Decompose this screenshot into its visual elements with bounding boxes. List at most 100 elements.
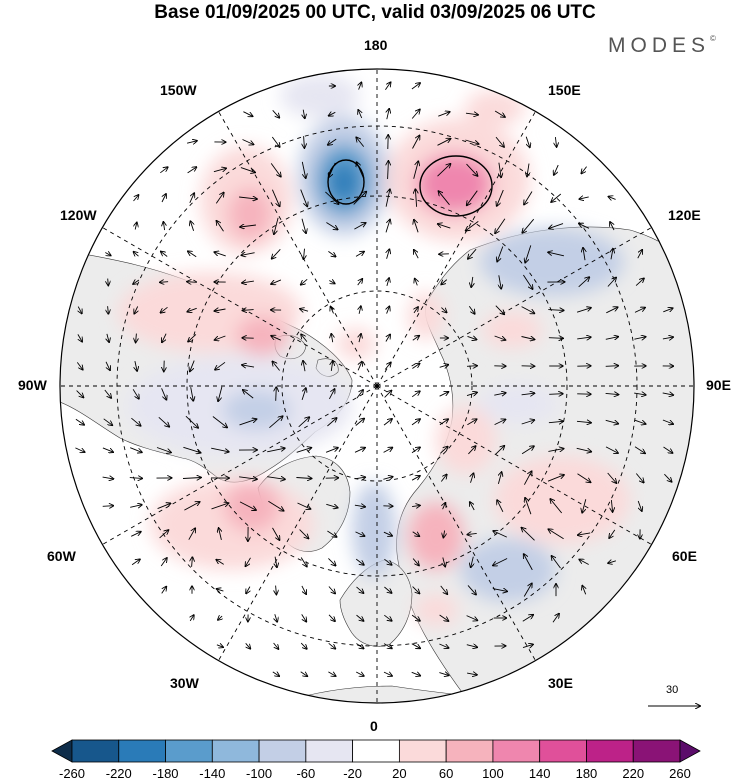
- wind-arrow-339: [412, 586, 420, 594]
- wind-arrow-96: [548, 252, 564, 257]
- wind-arrow-81: [134, 252, 139, 256]
- wind-arrow-171: [272, 362, 280, 371]
- wind-arrow-84: [214, 252, 226, 257]
- wind-arrow-149: [271, 336, 281, 341]
- arctic-high-center: [408, 292, 444, 340]
- wind-arrow-362: [273, 642, 279, 649]
- wind-arrow-61: [608, 197, 616, 200]
- wind-arrow-57: [497, 189, 504, 206]
- wind-arrow-196: [356, 390, 363, 399]
- wind-arrow-276: [184, 502, 199, 511]
- wind-arrow-5: [272, 110, 280, 117]
- canada-high-core: [236, 316, 288, 356]
- wind-arrow-141: [663, 308, 672, 312]
- wind-arrow-335: [301, 585, 306, 594]
- lon-label-30w: 30W: [170, 675, 199, 691]
- wind-arrow-369: [466, 645, 477, 648]
- wind-arrow-111: [415, 279, 418, 286]
- wind-arrow-83: [188, 251, 197, 258]
- wind-arrow-308: [548, 529, 564, 540]
- wind-arrow-262: [383, 477, 392, 480]
- wind-arrow-44: [133, 195, 139, 202]
- wind-arrow-373: [300, 671, 308, 676]
- wind-arrow-187: [104, 389, 111, 398]
- wind-arrow-114: [499, 275, 501, 288]
- wind-arrow-95: [525, 245, 532, 262]
- wind-arrow-47: [215, 193, 223, 204]
- wind-arrow-77: [549, 223, 564, 229]
- wind-arrow-293: [131, 532, 141, 537]
- wind-arrow-289: [550, 499, 563, 514]
- east-siberia-high-core: [416, 154, 492, 214]
- wind-arrow-168: [190, 360, 195, 372]
- meridian-line-2: [376, 227, 652, 387]
- wind-arrow-13: [494, 110, 505, 117]
- lon-label-120e: 120E: [668, 207, 701, 223]
- lon-label-60e: 60E: [672, 548, 697, 564]
- wind-arrow-134: [468, 305, 474, 314]
- wind-arrow-133: [441, 307, 446, 313]
- wind-arrow-20: [356, 137, 365, 147]
- wind-arrow-2: [385, 82, 390, 90]
- wind-arrow-23: [437, 139, 451, 146]
- wind-arrow-205: [605, 393, 619, 394]
- wind-arrow-268: [547, 475, 564, 482]
- wind-arrow-356: [466, 615, 478, 621]
- wind-arrow-360: [216, 645, 223, 647]
- wind-arrow-56: [467, 190, 478, 206]
- colorbar-tick-3: -140: [199, 766, 226, 781]
- wind-arrow-110: [387, 278, 389, 287]
- wind-arrow-273: [102, 506, 114, 507]
- wind-arrow-106: [271, 279, 282, 284]
- wind-arrow-265: [471, 473, 474, 483]
- wind-arrow-245: [495, 446, 505, 455]
- wind-arrow-363: [300, 642, 307, 649]
- wind-arrow-102: [160, 282, 169, 283]
- wind-arrow-121: [108, 306, 109, 314]
- lon-label-150e: 150E: [548, 82, 581, 98]
- wind-arrow-342: [492, 589, 507, 592]
- wind-arrow-375: [355, 672, 364, 676]
- colorbar-tick-12: 220: [622, 766, 645, 781]
- wind-arrow-132: [414, 307, 418, 314]
- wind-arrow-119: [635, 278, 644, 286]
- wind-arrow-314: [192, 557, 193, 567]
- wind-arrow-85: [241, 253, 255, 256]
- wind-arrow-152: [359, 334, 361, 343]
- wind-arrow-351: [328, 614, 335, 621]
- wind-arrow-146: [188, 334, 197, 341]
- wind-arrow-303: [412, 531, 420, 536]
- brand-text: MODES: [608, 34, 711, 57]
- wind-arrow-213: [212, 416, 227, 428]
- wind-arrow-264: [440, 475, 446, 482]
- wind-arrow-228: [634, 419, 645, 424]
- wind-arrow-3: [411, 83, 420, 90]
- wind-arrow-227: [605, 419, 619, 423]
- wind-arrow-238: [296, 448, 312, 453]
- wind-arrow-80: [105, 253, 110, 256]
- meridian-line-7: [218, 385, 378, 661]
- lon-label-150w: 150W: [160, 82, 197, 98]
- wind-arrow-36: [388, 161, 389, 180]
- wind-arrow-272: [664, 473, 671, 482]
- wind-arrow-244: [468, 446, 475, 455]
- wind-arrow-177: [439, 365, 449, 368]
- wind-arrow-364: [328, 642, 336, 648]
- wind-arrow-166: [135, 361, 137, 371]
- wind-arrow-376: [383, 672, 392, 676]
- wind-arrow-175: [384, 363, 391, 370]
- wind-arrow-365: [356, 643, 363, 649]
- wind-arrow-353: [384, 614, 391, 621]
- wind-arrow-128: [300, 309, 309, 311]
- lon-label-60w: 60W: [47, 548, 76, 564]
- wind-arrow-210: [131, 417, 140, 426]
- wind-arrow-150: [301, 334, 308, 342]
- chart-title: Base 01/09/2025 00 UTC, valid 03/09/2025…: [154, 2, 596, 23]
- wind-arrow-255: [182, 478, 201, 479]
- wind-arrow-71: [385, 220, 390, 233]
- wind-vectors: [75, 82, 673, 676]
- wind-arrow-361: [246, 643, 251, 648]
- lon-label-30e: 30E: [548, 675, 573, 691]
- wind-arrow-367: [411, 643, 420, 649]
- wind-arrow-11: [438, 112, 449, 117]
